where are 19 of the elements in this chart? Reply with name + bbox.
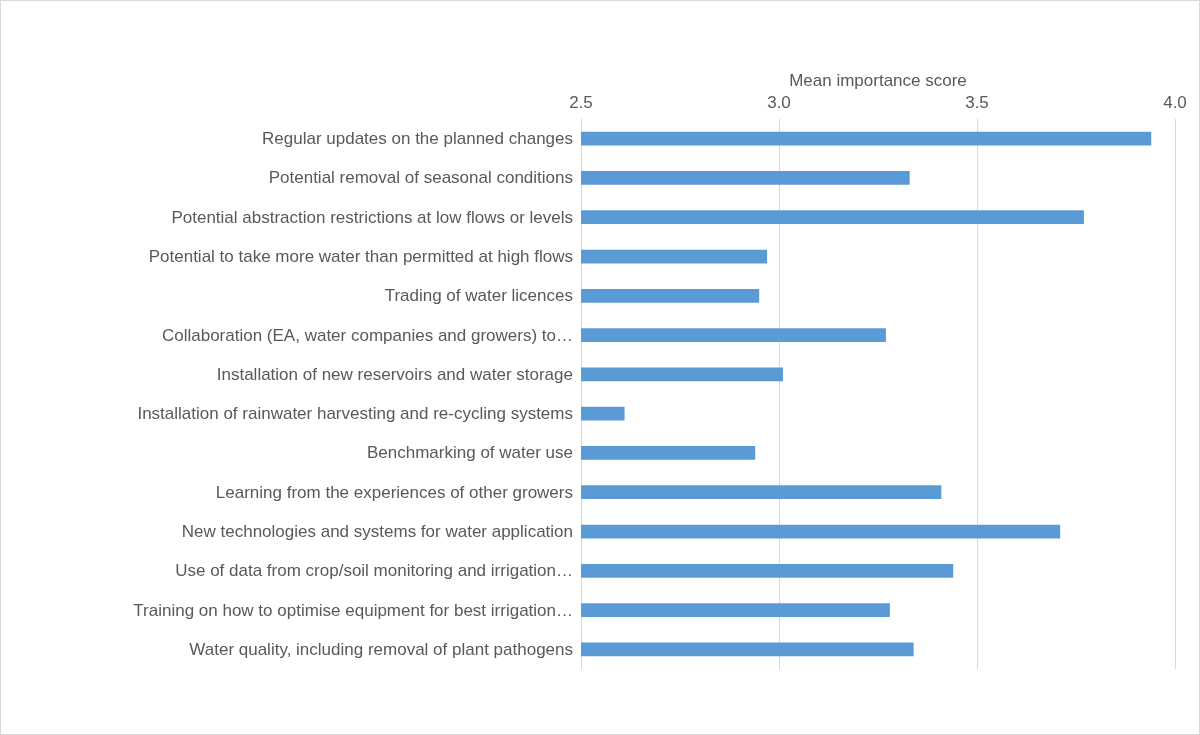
y-tick-label: Installation of new reservoirs and water storage	[216, 364, 573, 384]
x-tick-label: 2.5	[569, 93, 593, 112]
y-tick-label: Use of data from crop/soil monitoring and irrigation…	[175, 561, 573, 581]
y-tick-label: Benchmarking of water use	[367, 443, 573, 463]
x-axis-title: Mean importance score	[789, 71, 967, 90]
y-tick-label: Learning from the experiences of other growers	[215, 482, 573, 502]
y-tick-label: Regular updates on the planned changes	[262, 129, 573, 149]
y-tick-label: Potential to take more water than permitted at high flows	[148, 247, 573, 266]
y-tick-label: Potential removal of seasonal conditions	[268, 168, 573, 188]
y-tick-label: Training on how to optimise equipment for best irrigation…	[133, 600, 573, 620]
x-tick-label: 3.5	[965, 93, 989, 112]
x-tick-label: 3.0	[767, 93, 791, 112]
y-tick-label: Trading of water licences	[384, 286, 573, 306]
y-tick-label: New technologies and systems for water application	[181, 522, 573, 541]
y-tick-label: Collaboration (EA, water companies and growers) to…	[161, 325, 573, 345]
y-tick-label: Water quality, including removal of plant pathogens	[189, 639, 573, 659]
y-tick-label: Installation of rainwater harvesting and re-cycling systems	[137, 404, 573, 424]
x-tick-label: 4.0	[1163, 93, 1187, 112]
y-tick-label: Potential abstraction restrictions at low flows or levels	[171, 207, 573, 227]
